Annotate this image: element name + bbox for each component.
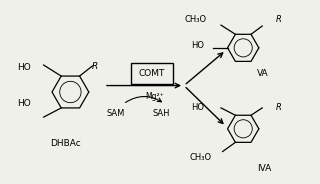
- Text: SAM: SAM: [106, 109, 124, 118]
- Text: HO: HO: [191, 103, 204, 112]
- Text: R: R: [276, 15, 281, 24]
- Text: SAH: SAH: [153, 109, 170, 118]
- Text: HO: HO: [191, 41, 204, 49]
- Text: VA: VA: [257, 69, 268, 78]
- Text: IVA: IVA: [257, 164, 271, 173]
- FancyBboxPatch shape: [131, 63, 173, 84]
- Text: Mg²⁺: Mg²⁺: [146, 92, 164, 101]
- Text: DHBAc: DHBAc: [50, 139, 81, 148]
- Text: HO: HO: [18, 99, 31, 107]
- Text: COMT: COMT: [139, 69, 165, 78]
- Text: HO: HO: [18, 63, 31, 72]
- Text: CH₃O: CH₃O: [184, 15, 206, 24]
- Text: R: R: [91, 62, 98, 71]
- Text: CH₃O: CH₃O: [189, 153, 211, 162]
- Text: R: R: [276, 103, 281, 112]
